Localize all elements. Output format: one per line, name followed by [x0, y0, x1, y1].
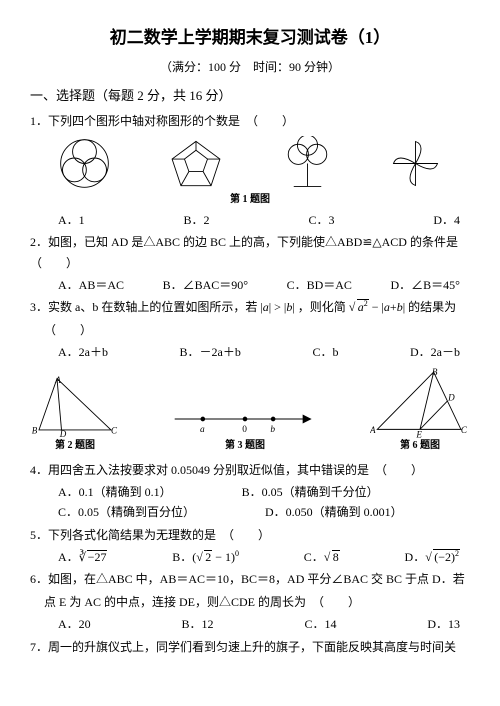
q1-opt-d: D．4: [433, 210, 460, 230]
q2-figure-block: A B D C 第 2 题图: [30, 374, 120, 456]
svg-text:C: C: [461, 425, 468, 435]
q3-figure-block: a 0 b 第 3 题图: [170, 399, 320, 456]
q3-options: A．2a＋b B．－2a＋b C．b D．2a－b: [58, 342, 460, 362]
page-subtitle: （满分：100 分 时间：90 分钟）: [30, 57, 470, 77]
q6-opt-b: B．12: [182, 614, 214, 634]
q4-options-row1: A．0.1（精确到 0.1） B．0.05（精确到千分位）: [58, 482, 470, 502]
q1-fig2: [165, 136, 227, 191]
q3-blank: （ ）: [44, 320, 470, 340]
question-6-line1: 6．如图，在△ABC 中，AB＝AC＝10，BC＝8，AD 平分∠BAC 交 B…: [30, 569, 470, 589]
svg-text:C: C: [111, 425, 118, 435]
q4-opt-d: D．0.050（精确到 0.001）: [265, 502, 403, 522]
q3-abs-expr: |a| > |b|: [260, 300, 294, 314]
q6-options: A．20 B．12 C．14 D．13: [58, 614, 460, 634]
q6-caption: 第 6 题图: [400, 437, 440, 454]
q3-text-a: 3．实数 a、b 在数轴上的位置如图所示，若: [30, 300, 257, 314]
svg-text:0: 0: [242, 425, 247, 435]
svg-text:b: b: [270, 425, 275, 435]
question-6-line2: 点 E 为 AC 的中点，连接 DE，则△CDE 的周长为 （ ）: [44, 592, 470, 612]
q4-options-row2: C．0.05（精确到百分位） D．0.050（精确到 0.001）: [58, 502, 470, 522]
q2-opt-c: C．BD＝AC: [287, 275, 352, 295]
q1-opt-b: B．2: [184, 210, 210, 230]
q5-opt-c: C．8: [304, 547, 340, 567]
exam-page: 初二数学上学期期末复习测试卷（1） （满分：100 分 时间：90 分钟） 一、…: [0, 0, 500, 706]
q4-opt-c: C．0.05（精确到百分位）: [58, 502, 195, 522]
fig-row-2-3-6: A B D C 第 2 题图 a 0 b 第 3 题图: [30, 367, 470, 456]
q2-opt-d: D．∠B＝45°: [391, 275, 460, 295]
q1-fig1: [57, 136, 112, 191]
question-7: 7．周一的升旗仪式上，同学们看到匀速上升的旗子，下面能反映其高度与时间关: [30, 637, 470, 657]
q2-figure: A B D C: [30, 374, 120, 439]
q1-figures: [30, 136, 470, 191]
svg-text:a: a: [200, 425, 205, 435]
q2-text: 2．如图，已知 AD 是△ABC 的边 BC 上的高，下列能使△ABD≌△ACD…: [30, 235, 458, 269]
question-2: 2．如图，已知 AD 是△ABC 的边 BC 上的高，下列能使△ABD≌△ACD…: [30, 232, 470, 273]
q3-opt-c: C．b: [312, 342, 338, 362]
q5-options: A．−27 B．(2 − 1)0 C．8 D．(−2)2: [58, 547, 460, 567]
q2-options: A．AB＝AC B．∠BAC＝90° C．BD＝AC D．∠B＝45°: [58, 275, 460, 295]
q1-caption: 第 1 题图: [30, 191, 470, 208]
q1-fig4: [388, 136, 443, 191]
q6-opt-c: C．14: [304, 614, 336, 634]
q6-opt-d: D．13: [427, 614, 460, 634]
q3-caption: 第 3 题图: [225, 437, 265, 454]
q3-opt-a: A．2a＋b: [58, 342, 108, 362]
q4-opt-a: A．0.1（精确到 0.1）: [58, 482, 172, 502]
question-3: 3．实数 a、b 在数轴上的位置如图所示，若 |a| > |b| ，则化简 a2…: [30, 297, 470, 317]
q3-text-c: 的结果为: [408, 300, 456, 314]
q1-fig3: [280, 136, 335, 191]
page-title: 初二数学上学期期末复习测试卷（1）: [30, 24, 470, 53]
q1-text: 1．下列四个图形中轴对称图形的个数是 （ ）: [30, 114, 294, 128]
q2-opt-a: A．AB＝AC: [58, 275, 124, 295]
q3-text-b: ，则化简: [298, 300, 346, 314]
svg-text:A: A: [370, 425, 376, 435]
svg-text:B: B: [432, 367, 438, 377]
q5-text: 5．下列各式化简结果为无理数的是 （ ）: [30, 528, 270, 542]
q3-opt-d: D．2a－b: [410, 342, 460, 362]
question-5: 5．下列各式化简结果为无理数的是 （ ）: [30, 525, 470, 545]
q2-opt-b: B．∠BAC＝90°: [163, 275, 248, 295]
q5-opt-d: D．(−2)2: [405, 547, 460, 567]
q6-opt-a: A．20: [58, 614, 91, 634]
q4-opt-b: B．0.05（精确到千分位）: [242, 482, 379, 502]
q5-opt-b: B．(2 − 1)0: [172, 547, 239, 567]
q1-options: A．1 B．2 C．3 D．4: [58, 210, 460, 230]
section-heading: 一、选择题（每题 2 分，共 16 分）: [30, 85, 470, 107]
q1-opt-a: A．1: [58, 210, 85, 230]
q5-opt-a: A．−27: [58, 547, 107, 567]
q4-text: 4．用四舍五入法按要求对 0.05049 分别取近似值，其中错误的是 （ ）: [30, 463, 423, 477]
q3-figure: a 0 b: [170, 399, 320, 439]
svg-text:D: D: [447, 392, 455, 402]
q1-opt-c: C．3: [308, 210, 334, 230]
q6-figure-block: B A E D C 第 6 题图: [370, 367, 470, 456]
q2-caption: 第 2 题图: [55, 437, 95, 454]
q3-opt-b: B．－2a＋b: [180, 342, 241, 362]
q6-figure: B A E D C: [370, 367, 470, 439]
svg-text:A: A: [54, 375, 61, 385]
question-1: 1．下列四个图形中轴对称图形的个数是 （ ）: [30, 111, 470, 131]
question-4: 4．用四舍五入法按要求对 0.05049 分别取近似值，其中错误的是 （ ）: [30, 460, 470, 480]
q3-sqrt-expr: a2 − |a+b|: [349, 300, 405, 314]
svg-text:B: B: [32, 425, 38, 435]
